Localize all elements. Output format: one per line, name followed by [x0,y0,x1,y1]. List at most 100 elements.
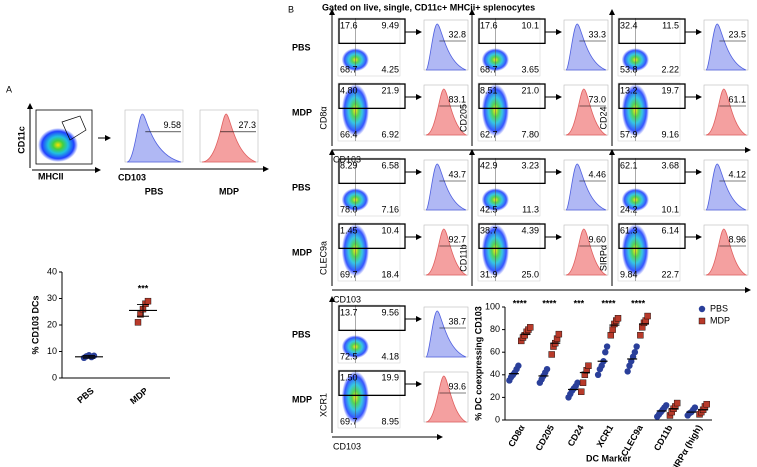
y-tick-label: 100 [485,301,500,311]
histogram [705,163,747,211]
flow-frame [617,157,681,217]
significance: **** [601,298,616,308]
panel-label: A [6,84,12,94]
quadrant-value: 68.7 [340,64,358,74]
group-label: MDP [219,186,239,196]
gate [618,18,686,45]
gate [478,223,546,250]
flow-frame [35,109,93,165]
quadrant-value: 8.51 [480,85,498,95]
histogram-value: 92.7 [448,234,466,244]
x-tick-label: CD8α [506,423,527,449]
histogram-value: 4.12 [728,169,746,179]
quadrant-value: 10.1 [521,20,539,30]
y-tick-label: 20 [47,319,57,329]
histogram [565,23,607,71]
gate [338,223,406,250]
histogram [705,228,748,276]
y-tick-label: 20 [490,392,500,402]
y-tick-label: 0 [52,372,57,382]
quadrant-value: 6.14 [661,225,679,235]
histogram [126,113,182,163]
x-axis-label: DC Marker [586,453,632,463]
flow-frame [617,17,681,77]
quadrant-value: 3.23 [521,160,539,170]
gate [478,18,546,45]
y-axis-label: CD24 [598,106,608,129]
histogram [705,23,747,71]
y-axis-label: CD11b [458,244,468,271]
quadrant-value: 25.0 [521,269,539,279]
histogram-value: 8.96 [728,234,746,244]
quadrant-value: 3.68 [661,160,679,170]
data-point [555,330,563,338]
quadrant-value: 9.16 [661,129,679,139]
significance: *** [574,298,585,308]
quadrant-value: 1.50 [340,372,358,382]
flow-frame [337,17,401,77]
gate [338,370,406,397]
histogram-value: 9.58 [163,120,181,130]
y-axis-label: SIRPα [598,245,608,271]
y-axis-label: % CD103 DCs [30,295,40,354]
gate [618,83,686,110]
data-point [614,315,622,322]
density-plot [38,128,78,162]
error-bar [137,304,149,317]
data-point [603,343,611,350]
data-point [703,400,710,408]
quadrant-value: 21.9 [381,85,399,95]
data-point [691,404,699,411]
quadrant-value: 53.8 [620,64,638,74]
y-axis-label: CD8α [318,106,328,129]
y-axis-label: % DC coexpressing CD103 [473,306,483,421]
row-label: MDP [292,247,312,257]
significance: **** [513,298,528,308]
gate [618,223,686,250]
quadrant-value: 4.80 [340,85,358,95]
y-tick-label: 60 [490,347,500,357]
quadrant-value: 62.7 [480,129,498,139]
histogram-value: 73.0 [588,94,606,104]
quadrant-value: 66.4 [340,129,358,139]
data-point [609,326,616,333]
quadrant-value: 13.7 [340,307,358,317]
y-tick-label: 40 [47,266,57,276]
quadrant-value: 6.92 [381,129,399,139]
data-point [144,297,152,305]
histogram-value: 43.7 [448,169,466,179]
quadrant-value: 10.1 [661,204,679,214]
histogram [201,113,257,163]
gate [478,158,546,185]
quadrant-value: 32.4 [620,20,638,30]
histogram [425,310,467,358]
y-axis-label: CD11c [16,126,26,154]
histogram-value: 33.3 [588,29,606,39]
significance: *** [138,284,149,294]
y-tick-label: 10 [47,346,57,356]
gate [338,18,406,45]
data-point [607,332,615,339]
quadrant-value: 4.18 [381,351,399,361]
histogram-value: 38.7 [448,316,466,326]
histogram-value: 83.1 [448,94,466,104]
data-point [585,362,592,369]
legend-label: PBS [710,303,728,313]
histogram [565,163,607,211]
quadrant-value: 69.7 [340,416,358,426]
flow-frame [477,222,541,282]
x-axis-label: CD103 [333,294,361,304]
quadrant-value: 78.0 [340,204,358,214]
flow-frame [337,157,401,217]
quadrant-value: 19.7 [661,85,679,95]
data-point [574,379,581,386]
quadrant-value: 62.1 [620,160,638,170]
data-point [624,368,631,375]
quadrant-value: 11.3 [522,204,539,214]
data-point [527,324,534,331]
flow-frame [617,82,681,142]
quadrant-value: 8.29 [340,160,358,170]
quadrant-value: 10.4 [381,225,399,235]
quadrant-value: 38.7 [480,225,498,235]
